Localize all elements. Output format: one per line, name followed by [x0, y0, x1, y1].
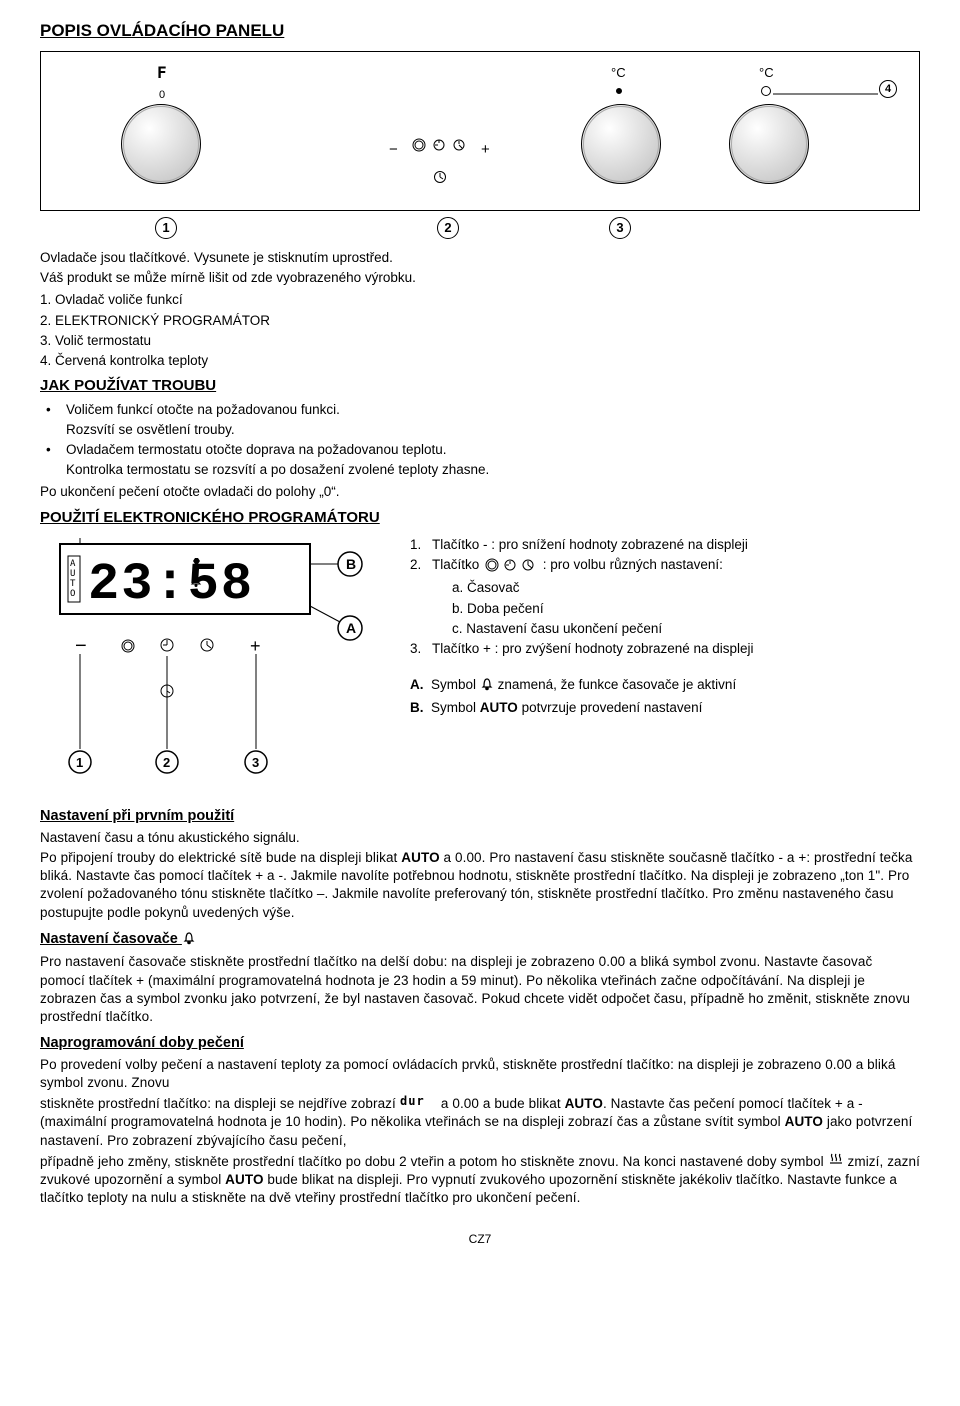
cooktime-p3: případně jeho změny, stiskněte prostředn… — [40, 1152, 920, 1208]
list-item: 1.Tlačítko - : pro snížení hodnoty zobra… — [410, 536, 920, 554]
prog-title: POUŽITÍ ELEKTRONICKÉHO PROGRAMÁTORU — [40, 508, 920, 528]
list-item: Rozsvítí se osvětlení trouby. — [60, 421, 920, 439]
control-panel-figure: F 0 − + °C °C 4 — [40, 51, 920, 211]
list-item: 3. Volič termostatu — [40, 332, 920, 350]
svg-text:A: A — [70, 559, 76, 569]
dur-icon: dur — [400, 1096, 441, 1112]
list-item: c. Nastavení času ukončení pečení — [452, 620, 920, 638]
intro-line-2: Váš produkt se může mírně lišit od zde v… — [40, 269, 920, 287]
bell-icon — [480, 677, 494, 696]
mode-icons — [411, 137, 471, 158]
def-b: B. Symbol AUTO potvrzuje provedení nasta… — [410, 699, 920, 717]
svg-text:T: T — [70, 579, 76, 589]
label-c2: °C — [759, 64, 774, 82]
howto-title: JAK POUŽÍVAT TROUBU — [40, 376, 920, 396]
plus-icon: + — [481, 140, 490, 160]
list-item: 1. Ovladač voliče funkcí — [40, 291, 920, 309]
list-item: b. Doba pečení — [452, 600, 920, 618]
timer-title: Nastavení časovače — [40, 930, 920, 952]
cooktime-p2: stiskněte prostřední tlačítko: na disple… — [40, 1094, 920, 1150]
clock-icon — [433, 170, 447, 189]
svg-text:A: A — [346, 620, 356, 636]
page-title: POPIS OVLÁDACÍHO PANELU — [40, 20, 920, 43]
label-zero: 0 — [159, 88, 165, 103]
callout-4: 4 — [879, 80, 897, 98]
list-item: 2. ELEKTRONICKÝ PROGRAMÁTOR — [40, 312, 920, 330]
first-use-sub: Nastavení času a tónu akustického signál… — [40, 829, 920, 847]
mode-icons — [485, 558, 537, 577]
cooktime-p1: Po provedení volby pečení a nastavení te… — [40, 1056, 920, 1092]
svg-text:dur: dur — [400, 1094, 425, 1108]
knob-3 — [729, 104, 809, 184]
list-item: Kontrolka termostatu se rozsvítí a po do… — [60, 461, 920, 479]
label-f: F — [157, 62, 167, 84]
list-item: •Ovladačem termostatu otočte doprava na … — [40, 441, 920, 459]
cooktime-title: Naprogramování doby pečení — [40, 1034, 920, 1054]
timer-para: Pro nastavení časovače stiskněte prostře… — [40, 953, 920, 1026]
first-use-para: Po připojení trouby do elektrické sítě b… — [40, 849, 920, 922]
temp-led — [761, 86, 771, 96]
component-list: 1. Ovladač voliče funkcí 2. ELEKTRONICKÝ… — [40, 291, 920, 370]
bell-icon — [182, 931, 196, 952]
callout-1: 1 — [155, 217, 177, 239]
svg-text:23:58: 23:58 — [88, 555, 254, 614]
svg-text:+: + — [250, 636, 261, 656]
label-c1: °C — [611, 64, 626, 82]
function-knob — [121, 104, 201, 184]
svg-text:−: − — [75, 635, 87, 657]
programmer-legend: 1.Tlačítko - : pro snížení hodnoty zobra… — [410, 534, 920, 721]
list-item: •Voličem funkcí otočte na požadovanou fu… — [40, 401, 920, 419]
callout-3: 3 — [609, 217, 631, 239]
list-item: 2.Tlačítko : pro volbu různých nastavení… — [410, 556, 920, 577]
def-a: A. Symbol znamená, že funkce časovače je… — [410, 676, 920, 696]
first-use-title: Nastavení při prvním použití — [40, 807, 920, 827]
heat-icon — [828, 1154, 848, 1169]
list-item: 3.Tlačítko + : pro zvýšení hodnoty zobra… — [410, 640, 920, 658]
svg-text:B: B — [346, 556, 356, 572]
minus-icon: − — [389, 140, 398, 160]
svg-text:2: 2 — [163, 755, 170, 770]
svg-text:1: 1 — [76, 755, 83, 770]
svg-text:U: U — [70, 569, 75, 579]
howto-end: Po ukončení pečení otočte ovladači do po… — [40, 483, 920, 501]
svg-text:O: O — [70, 589, 75, 599]
svg-text:3: 3 — [252, 755, 259, 770]
callout-2: 2 — [437, 217, 459, 239]
list-item: a. Časovač — [452, 579, 920, 597]
panel-number-row: 1 2 3 — [155, 217, 920, 239]
list-item: 4. Červená kontrolka teploty — [40, 352, 920, 370]
intro-line-1: Ovladače jsou tlačítkové. Vysunete je st… — [40, 249, 920, 267]
thermostat-knob — [581, 104, 661, 184]
page-footer: CZ7 — [40, 1231, 920, 1247]
programmer-figure: A U T O 23:58 − + — [40, 534, 380, 799]
indicator-dot — [616, 88, 622, 94]
